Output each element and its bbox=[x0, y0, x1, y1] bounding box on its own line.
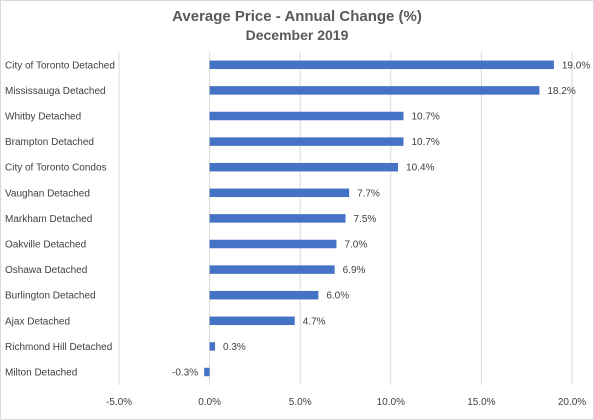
bar bbox=[209, 290, 319, 300]
category-label: Oshawa Detached bbox=[5, 265, 87, 276]
category-label: Whitby Detached bbox=[5, 112, 81, 123]
category-label: Markham Detached bbox=[5, 214, 92, 225]
x-tick-label: 5.0% bbox=[289, 397, 312, 408]
bar bbox=[209, 188, 350, 198]
category-label: City of Toronto Detached bbox=[5, 60, 115, 71]
category-label: Vaughan Detached bbox=[5, 188, 90, 199]
data-label: 10.4% bbox=[406, 163, 434, 174]
x-tick-label: 10.0% bbox=[377, 397, 405, 408]
data-label: 10.7% bbox=[411, 112, 439, 123]
data-label: 6.9% bbox=[343, 265, 366, 276]
bar bbox=[204, 367, 210, 377]
bar bbox=[209, 239, 337, 249]
bar bbox=[209, 86, 540, 95]
data-label: 18.2% bbox=[547, 86, 575, 97]
data-label: 7.7% bbox=[357, 188, 380, 199]
data-label: 0.3% bbox=[223, 342, 246, 353]
category-label: Oakville Detached bbox=[5, 240, 86, 251]
bar bbox=[209, 316, 295, 326]
chart-title: Average Price - Annual Change (%) bbox=[172, 8, 422, 25]
x-tick-label: 20.0% bbox=[558, 397, 586, 408]
bar bbox=[209, 162, 399, 172]
data-label: 4.7% bbox=[303, 316, 326, 327]
category-label: Mississauga Detached bbox=[5, 86, 106, 97]
category-label: Burlington Detached bbox=[5, 291, 96, 302]
x-tick-label: 0.0% bbox=[198, 397, 221, 408]
bar bbox=[209, 214, 346, 223]
data-label: 7.0% bbox=[344, 240, 367, 251]
category-label: Brampton Detached bbox=[5, 137, 94, 148]
data-label: -0.3% bbox=[172, 368, 198, 379]
bar bbox=[209, 342, 216, 351]
x-tick-label: 15.0% bbox=[467, 397, 495, 408]
data-label: 10.7% bbox=[411, 137, 439, 148]
data-label: 7.5% bbox=[354, 214, 377, 225]
category-label: Milton Detached bbox=[5, 368, 77, 379]
category-label: City of Toronto Condos bbox=[5, 163, 107, 174]
bar bbox=[209, 60, 554, 70]
bar bbox=[209, 265, 335, 274]
data-label: 6.0% bbox=[326, 291, 349, 302]
chart-subtitle: December 2019 bbox=[245, 27, 349, 43]
bar bbox=[209, 137, 404, 146]
category-label: Ajax Detached bbox=[5, 316, 70, 327]
bar bbox=[209, 111, 404, 121]
category-label: Richmond Hill Detached bbox=[5, 342, 112, 353]
data-label: 19.0% bbox=[562, 60, 590, 71]
x-tick-label: -5.0% bbox=[106, 397, 132, 408]
